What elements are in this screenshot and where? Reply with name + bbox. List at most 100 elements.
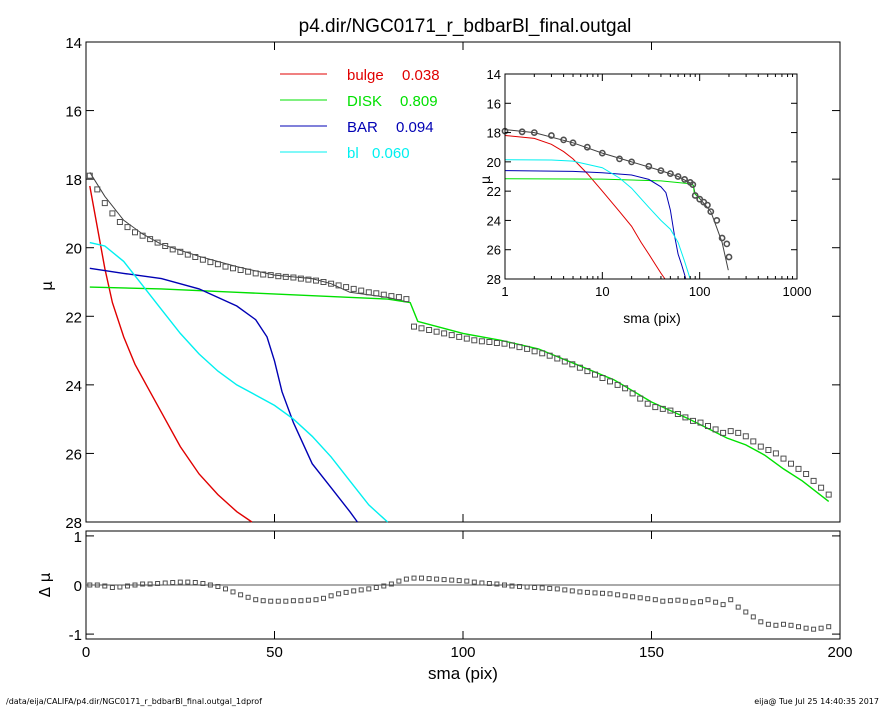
inset-y-tick-label: 16 [487,96,501,111]
inset-axes: 14 16 18 20 22 24 26 281 10 100 1000 [487,67,812,299]
data-point [780,455,787,462]
inset-y-tick-label: 28 [487,272,501,287]
series-line-bar [89,267,358,523]
residual-point [388,581,394,587]
data-point [554,355,561,362]
inset-data-point [616,155,623,163]
residual-y-tick-label: -1 [69,627,82,644]
inset-data-point [704,201,711,209]
legend-label-bar: BAR [347,119,378,136]
inset-panel: 14 16 18 20 22 24 26 281 10 100 1000 μ sma (pix) [479,67,811,326]
data-point [667,407,674,414]
inset-y-tick-label: 24 [487,213,501,228]
main-y-tick-label: 26 [65,446,82,463]
main-y-tick-label: 28 [65,515,82,532]
x-axis-label: sma (pix) [428,664,498,683]
data-point [305,276,312,283]
residual-point [426,576,432,582]
data-point [343,284,350,291]
residual-point [125,583,130,589]
data-point [403,296,410,303]
residual-point [600,590,605,596]
data-point [614,381,621,388]
x-tick-label: 50 [266,644,283,661]
inset-data-point [681,175,688,183]
data-point [365,289,372,296]
data-point [94,186,101,193]
inset-y-axis-label: μ [479,176,494,184]
residual-point [155,581,161,586]
residual-point [117,584,123,590]
residual-point [637,595,643,601]
inset-data-point [691,192,699,199]
data-point [162,243,169,249]
data-point [569,361,576,368]
data-point [788,460,794,467]
data-point [516,344,523,351]
data-point [622,385,629,392]
residual-point [773,622,779,628]
residual-point [788,622,794,628]
inset-data-point [723,240,731,248]
residual-point [102,583,108,589]
inset-y-tick-label: 14 [487,67,501,82]
data-point [584,368,591,375]
legend-label-disk: DISK [347,93,382,110]
data-point [313,277,319,284]
data-point [222,263,229,270]
residual-point [147,581,153,587]
main-y-tick-label: 18 [65,172,82,189]
residual-point [245,594,251,600]
inset-x-tick-label: 10 [595,284,609,299]
residual-point [192,580,198,585]
residual-point [509,583,515,589]
residual-y-tick-label: 1 [74,529,82,546]
data-point [169,246,176,253]
inset-data-point [583,143,591,151]
residual-point [283,598,289,604]
residual-point [464,578,470,584]
data-point [139,232,146,239]
residual-point [486,581,492,586]
inset-data-point [569,139,577,147]
data-point [411,323,417,330]
residual-point [502,582,507,588]
residual-point [615,592,621,598]
data-point [690,417,696,424]
residual-point [803,625,809,631]
data-point [328,280,335,287]
data-point [471,337,478,344]
residual-point [87,582,93,588]
residual-point [230,589,236,595]
data-point [742,433,749,440]
residual-point [562,587,568,593]
inset-data-point [667,170,674,177]
data-point [214,261,221,268]
inset-series-line-bar [504,170,687,280]
x-tick-label: 100 [450,644,475,661]
data-point [388,293,395,300]
residual-point [479,580,485,586]
data-point [373,290,380,297]
inset-data-point [657,167,665,174]
main-panel: 14 16 18 20 22 24 26 28 μ bulge 0.038 DISK 0.80… [38,35,841,532]
residual-point [305,597,311,603]
inset-x-axis-label: sma (pix) [623,310,681,326]
data-point [207,259,214,266]
residual-point [826,624,832,630]
data-point [184,251,191,258]
data-point [109,210,116,217]
residual-point [185,579,191,585]
residual-point [667,598,673,604]
data-point [524,345,531,352]
data-point [509,342,515,349]
inset-data-point [598,149,606,157]
residual-point [336,591,342,597]
data-point [682,414,689,421]
data-point [546,352,553,359]
legend: bulge 0.038 DISK 0.809 BAR 0.094 bl 0.06… [280,67,440,162]
legend-label-bl: bl [347,145,359,162]
inset-background [505,74,797,279]
residual-point [818,625,824,631]
residual-y-tick-label: 0 [74,578,82,595]
